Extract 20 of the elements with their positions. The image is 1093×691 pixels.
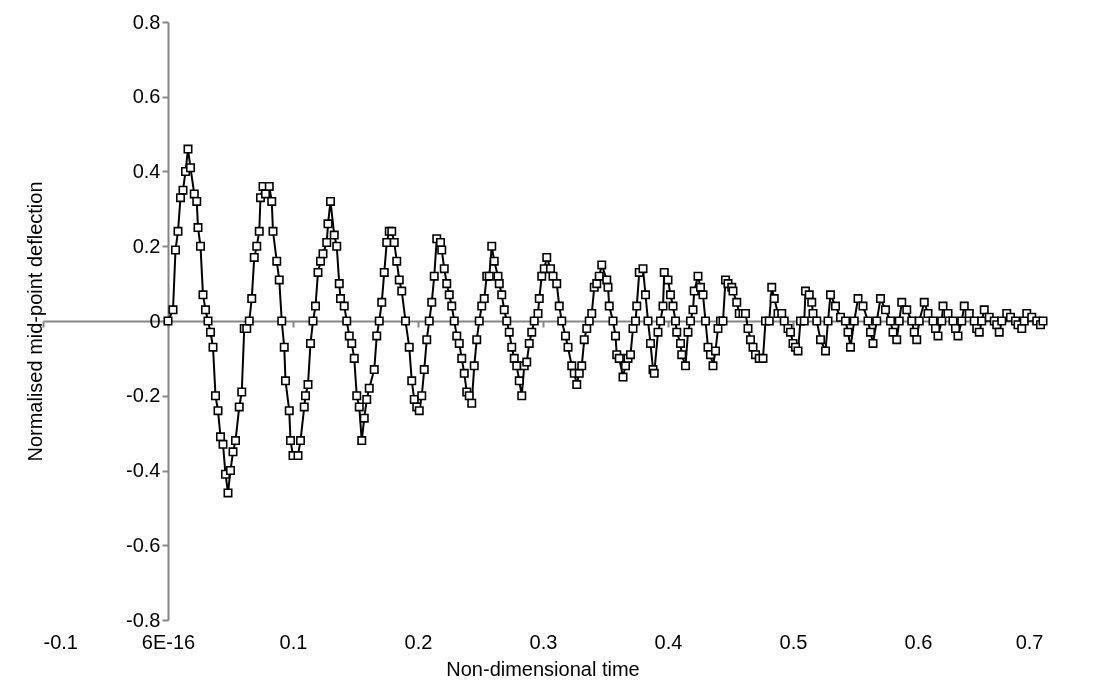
y-tick-label: 0.2 <box>132 234 161 257</box>
x-tick-label: 0.5 <box>779 630 808 653</box>
x-tick-label: 0.7 <box>1015 630 1044 653</box>
x-tick-label: -0.1 <box>43 630 78 653</box>
y-tick-label: -0.8 <box>126 608 161 631</box>
y-tick-label: -0.2 <box>126 384 161 407</box>
x-axis-title: Non-dimensional time <box>446 658 640 680</box>
y-tick-label: -0.6 <box>126 533 161 556</box>
y-tick-label: 0.6 <box>132 85 161 108</box>
y-tick-label: 0.8 <box>132 10 161 33</box>
y-tick-label: 0 <box>149 309 161 332</box>
x-tick-label: 0.2 <box>404 630 433 653</box>
y-tick-label: 0.4 <box>132 160 161 182</box>
x-tick-label: 0.4 <box>654 630 683 653</box>
y-axis-title: Normalised mid-point deflection <box>24 181 47 462</box>
x-tick-label: 0.3 <box>529 630 558 653</box>
x-tick-label: 0.6 <box>904 630 933 653</box>
x-tick-label: 0.1 <box>279 630 308 653</box>
x-tick-label: 6E-16 <box>141 630 196 653</box>
y-tick-label: -0.4 <box>126 459 161 481</box>
